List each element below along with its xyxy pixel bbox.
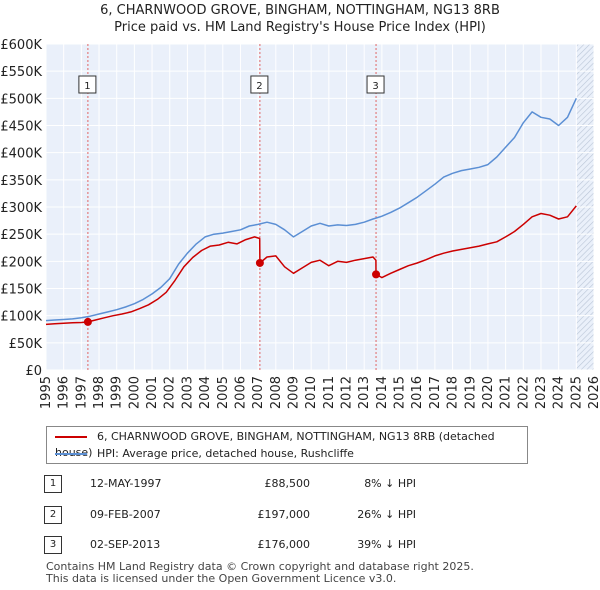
x-tick-label: 2002: [163, 376, 178, 409]
sale-price: £88,500: [264, 477, 311, 490]
x-tick-label: 2007: [251, 376, 266, 409]
x-tick-label: 1995: [39, 376, 54, 409]
chart-title-block: 6, CHARNWOOD GROVE, BINGHAM, NOTTINGHAM,…: [0, 2, 600, 36]
x-tick-label: 2011: [322, 376, 337, 409]
footer: Contains HM Land Registry data © Crown c…: [46, 561, 474, 585]
x-tick-label: 2026: [587, 376, 600, 409]
x-tick-label: 1997: [74, 376, 89, 409]
y-tick-label: £250K: [0, 228, 42, 243]
y-tick-label: £400K: [0, 147, 42, 162]
y-tick-label: £0: [25, 364, 42, 379]
legend-label-hpi: HPI: Average price, detached house, Rush…: [97, 447, 354, 460]
x-tick-label: 2013: [357, 376, 372, 409]
x-tick-label: 2006: [233, 376, 248, 409]
y-tick-label: £200K: [0, 255, 42, 270]
sale-price: £176,000: [257, 538, 311, 551]
x-tick-label: 2008: [269, 376, 284, 409]
sale-label-number: 1: [84, 81, 90, 92]
sale-row: 2 09-FEB-2007 £197,000 26% ↓ HPI: [44, 505, 484, 525]
x-tick-label: 2000: [127, 376, 142, 409]
sale-price: £197,000: [257, 508, 311, 521]
x-tick-label: 2016: [410, 376, 425, 409]
chart-subtitle: Price paid vs. HM Land Registry's House …: [114, 20, 486, 35]
legend-item-hpi: HPI: Average price, detached house, Rush…: [55, 446, 354, 462]
sale-point: [372, 270, 381, 279]
sale-label-box: [366, 75, 385, 94]
y-tick-label: £450K: [0, 120, 42, 135]
x-tick-label: 1998: [92, 376, 107, 409]
x-tick-label: 2025: [569, 376, 584, 409]
x-tick-label: 2012: [340, 376, 355, 409]
x-tick-label: 2003: [180, 376, 195, 409]
x-tick-label: 2005: [216, 376, 231, 409]
legend-label-property: 6, CHARNWOOD GROVE, BINGHAM, NOTTINGHAM,…: [55, 430, 495, 459]
x-tick-label: 1996: [57, 376, 72, 409]
y-tick-label: £50K: [9, 337, 43, 352]
sale-point: [255, 258, 264, 267]
sale-date: 12-MAY-1997: [90, 477, 162, 490]
sale-label-box: [78, 75, 97, 94]
x-tick-label: 2018: [446, 376, 461, 409]
x-tick-label: 2001: [145, 376, 160, 409]
x-tick-label: 2014: [375, 376, 390, 409]
sale-label-number: 2: [256, 81, 262, 92]
x-tick-label: 2004: [198, 376, 213, 409]
sale-hpi-diff: 8% ↓ HPI: [364, 477, 416, 490]
sale-label-number: 3: [372, 81, 378, 92]
footer-copyright: Contains HM Land Registry data © Crown c…: [46, 560, 474, 573]
sale-hpi-diff: 26% ↓ HPI: [357, 508, 416, 521]
sale-row: 1 12-MAY-1997 £88,500 8% ↓ HPI: [44, 474, 484, 494]
price-chart: £0 £50K £100K £150K £200K £250K £300K £350K £400…: [0, 38, 600, 409]
sale-point: [83, 317, 92, 326]
x-tick-label: 2009: [286, 376, 301, 409]
x-tick-label: 1999: [110, 376, 125, 409]
x-tick-label: 2017: [428, 376, 443, 409]
x-tick-label: 2021: [499, 376, 514, 409]
legend-swatch-hpi: [55, 453, 87, 455]
x-tick-label: 2010: [304, 376, 319, 409]
x-tick-label: 2024: [552, 376, 567, 409]
x-tick-label: 2015: [393, 376, 408, 409]
x-tick-label: 2020: [481, 376, 496, 409]
sale-label-box: [250, 75, 269, 94]
y-tick-label: £500K: [0, 92, 42, 107]
sale-number-badge: 1: [44, 475, 62, 493]
y-tick-label: £300K: [0, 201, 42, 216]
footer-licence: This data is licensed under the Open Gov…: [46, 572, 397, 585]
sale-number-badge: 2: [44, 506, 62, 524]
sale-number-badge: 3: [44, 536, 62, 554]
x-tick-label: 2023: [534, 376, 549, 409]
legend-swatch-property: [55, 436, 87, 438]
sale-date: 02-SEP-2013: [90, 538, 161, 551]
legend: 6, CHARNWOOD GROVE, BINGHAM, NOTTINGHAM,…: [46, 426, 528, 464]
y-tick-label: £550K: [0, 65, 42, 80]
series-line-property: [45, 205, 577, 326]
sale-hpi-diff: 39% ↓ HPI: [357, 538, 416, 551]
sale-row: 3 02-SEP-2013 £176,000 39% ↓ HPI: [44, 535, 484, 555]
x-tick-label: 2022: [516, 376, 531, 409]
sale-date: 09-FEB-2007: [90, 508, 161, 521]
y-tick-label: £350K: [0, 174, 42, 189]
y-tick-label: £150K: [0, 283, 42, 298]
y-tick-label: £600K: [0, 38, 42, 53]
x-tick-label: 2019: [463, 376, 478, 409]
legend-item-property: 6, CHARNWOOD GROVE, BINGHAM, NOTTINGHAM,…: [55, 429, 527, 459]
y-tick-label: £100K: [0, 310, 42, 325]
series-line-hpi: [45, 97, 577, 322]
chart-title: 6, CHARNWOOD GROVE, BINGHAM, NOTTINGHAM,…: [100, 3, 500, 18]
